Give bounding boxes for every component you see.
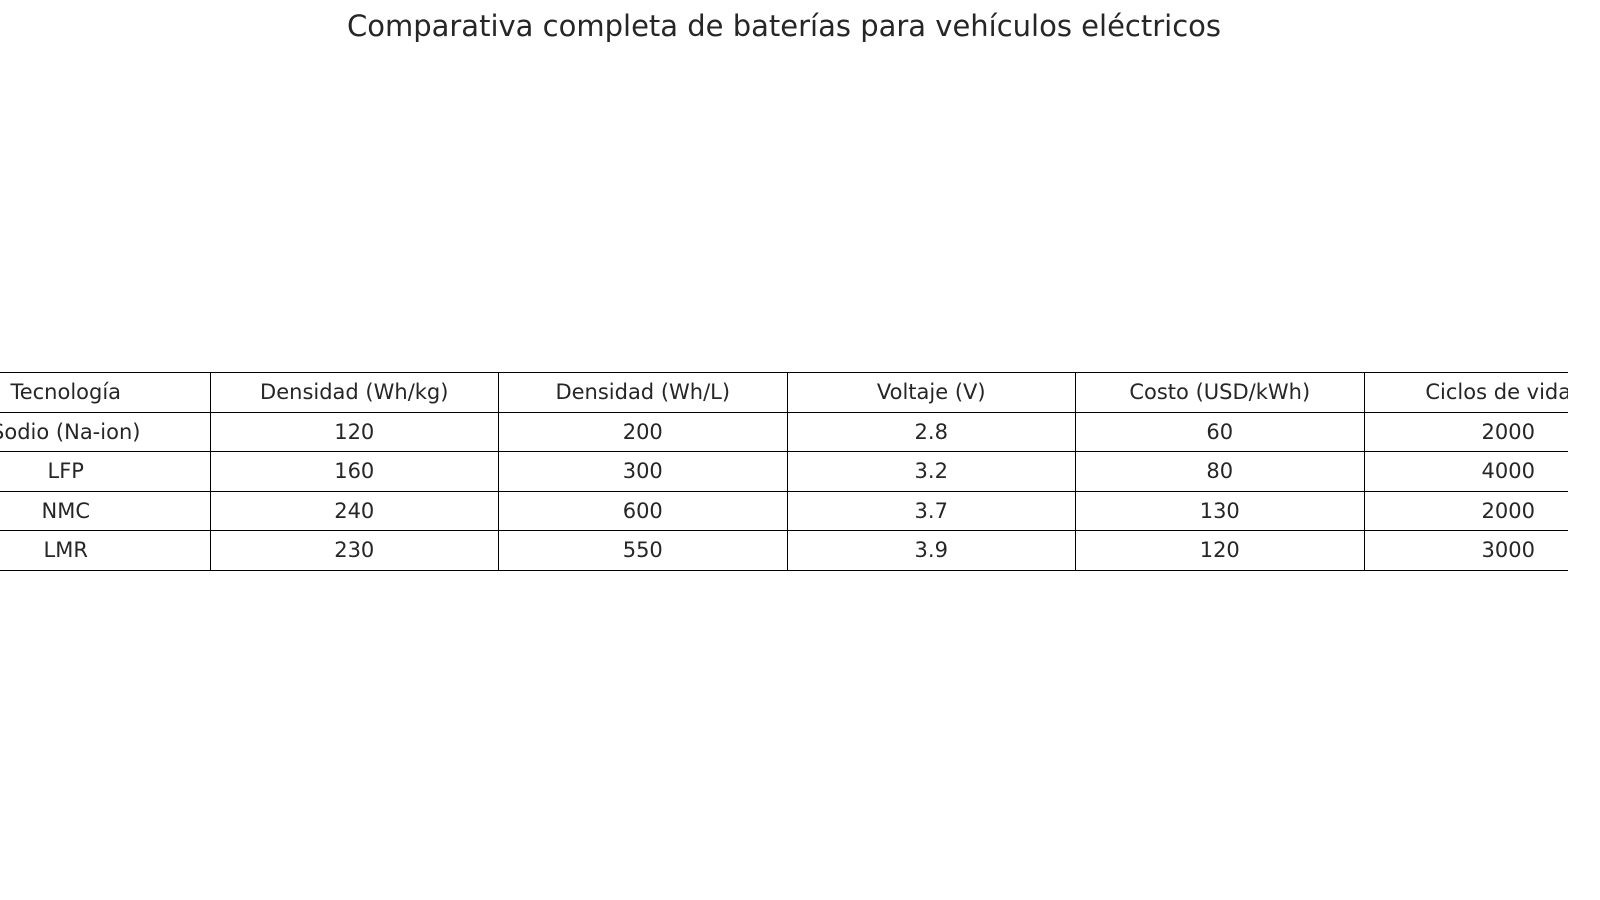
table-cell: 80 xyxy=(1075,451,1365,492)
column-header-density-wh-kg: Densidad (Wh/kg) xyxy=(209,372,499,413)
column-header-technology: Tecnología xyxy=(0,372,211,413)
table-cell: NMC xyxy=(0,490,211,531)
table-cell: Sodio (Na-ion) xyxy=(0,411,211,452)
table-cell: 120 xyxy=(1075,530,1365,571)
chart-title: Comparativa completa de baterías para ve… xyxy=(346,9,1222,43)
table-cell: 3000 xyxy=(1363,530,1568,571)
table-header-row: Tecnología Densidad (Wh/kg) Densidad (Wh… xyxy=(0,372,1568,413)
table-cell: 3.9 xyxy=(786,530,1076,571)
table-cell: 130 xyxy=(1075,490,1365,531)
table-cell: LFP xyxy=(0,451,211,492)
comparison-table: Tecnología Densidad (Wh/kg) Densidad (Wh… xyxy=(0,372,1568,571)
table-cell: 120 xyxy=(209,411,499,452)
table-cell: 240 xyxy=(209,490,499,531)
table-row: LMR 230 550 3.9 120 3000 xyxy=(0,530,1568,571)
table-cell: 200 xyxy=(498,411,788,452)
table-row: LFP 160 300 3.2 80 4000 xyxy=(0,451,1568,492)
table-row: Sodio (Na-ion) 120 200 2.8 60 2000 xyxy=(0,411,1568,452)
table-cell: 550 xyxy=(498,530,788,571)
column-header-voltage: Voltaje (V) xyxy=(786,372,1076,413)
table-cell: 2000 xyxy=(1363,411,1568,452)
column-header-density-wh-l: Densidad (Wh/L) xyxy=(498,372,788,413)
table-cell: 3.7 xyxy=(786,490,1076,531)
table-cell: 4000 xyxy=(1363,451,1568,492)
table-cell: 160 xyxy=(209,451,499,492)
table-cell: 2.8 xyxy=(786,411,1076,452)
table-cell: 230 xyxy=(209,530,499,571)
table-cell: 3.2 xyxy=(786,451,1076,492)
table-row: NMC 240 600 3.7 130 2000 xyxy=(0,490,1568,531)
table-cell: 600 xyxy=(498,490,788,531)
table-cell: LMR xyxy=(0,530,211,571)
table-cell: 60 xyxy=(1075,411,1365,452)
table-cell: 300 xyxy=(498,451,788,492)
column-header-life-cycles: Ciclos de vida u xyxy=(1363,372,1568,413)
table-cell: 2000 xyxy=(1363,490,1568,531)
column-header-cost: Costo (USD/kWh) xyxy=(1075,372,1365,413)
